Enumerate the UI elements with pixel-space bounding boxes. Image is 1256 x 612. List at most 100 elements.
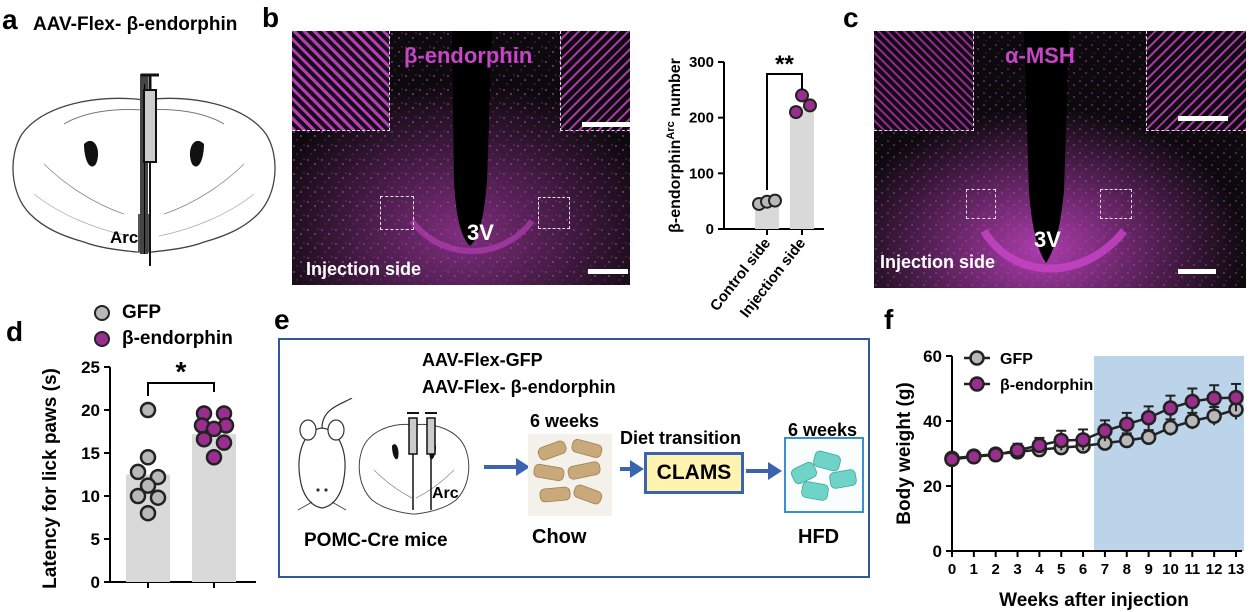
f-y-tick-label: 60 [923, 347, 942, 366]
f-data-point [1162, 400, 1179, 416]
e-clams-box: CLAMS [644, 452, 744, 494]
d-y-tick-label: 5 [91, 530, 100, 549]
d-data-point [129, 463, 147, 481]
b-data-point [789, 105, 803, 120]
b-scalebar [588, 269, 628, 274]
chow-pellets-image [528, 434, 612, 516]
e-weeks2-label: 6 weeks [788, 420, 858, 440]
b-data-point [795, 88, 809, 103]
e-vector-line2: AAV-Flex- β-endorphin [422, 377, 616, 397]
b-data-point [803, 98, 817, 113]
d-bar-chart: 0 5 10 15 20 25 * Latency for lick paws (s) [40, 356, 256, 592]
f-x-tick-label: 4 [1035, 561, 1044, 578]
f-legend-marker [969, 350, 985, 366]
f-x-tick-label: 3 [1013, 561, 1021, 578]
d-y-tick-label: 10 [81, 487, 100, 506]
f-x-tick-label: 1 [970, 561, 978, 578]
c-3v-label: 3V [1034, 227, 1061, 252]
b-y-tick-label: 200 [689, 110, 714, 127]
f-legend-marker [969, 376, 985, 392]
d-data-point [139, 504, 157, 522]
d-data-point [195, 430, 213, 448]
d-y-axis-label: Latency for lick paws (s) [40, 368, 61, 589]
panel-a-arc-label: Arc [110, 228, 139, 247]
d-data-point [139, 401, 157, 419]
d-data-point [149, 468, 167, 486]
f-shaded-region [1094, 356, 1244, 551]
e-mouse-label: POMC-Cre mice [304, 530, 448, 551]
b-y-tick-label: 0 [706, 221, 714, 238]
c-roi-right [1100, 189, 1132, 219]
panel-f-letter: f [884, 304, 894, 335]
f-x-tick-label: 6 [1079, 561, 1087, 578]
f-data-point [1075, 432, 1091, 448]
b-y-tick-label: 300 [689, 54, 714, 71]
d-data-point [149, 489, 167, 506]
f-data-point [1031, 437, 1048, 454]
f-y-axis-label: Body weight (g) [894, 382, 915, 524]
d-legend-item-bend: β-endorphin [94, 326, 233, 352]
f-data-point [1184, 393, 1201, 410]
e-weeks1-label: 6 weeks [530, 411, 600, 431]
c-stain-label: α-MSH [1005, 43, 1075, 68]
b-roi-left [380, 196, 414, 230]
f-data-point [1162, 419, 1179, 436]
d-legend-label-bend: β-endorphin [122, 328, 233, 349]
f-data-point [944, 451, 960, 468]
f-x-tick-label: 12 [1206, 561, 1223, 578]
f-data-point [1140, 410, 1157, 426]
b-y-tick-label: 100 [689, 165, 714, 182]
f-x-tick-label: 9 [1144, 561, 1152, 578]
f-legend-label: GFP [1000, 351, 1033, 368]
e-arc-label: Arc [432, 485, 459, 502]
f-data-point [1119, 432, 1135, 449]
c-inset-left [874, 31, 974, 131]
f-data-point [1140, 429, 1157, 445]
c-inset-scalebar [1178, 116, 1228, 121]
e-arrow-1 [484, 458, 530, 476]
panel-a-title: AAV-Flex- β-endorphin [33, 14, 238, 35]
d-y-tick-label: 20 [81, 401, 100, 420]
f-data-point [1206, 390, 1222, 406]
d-data-point [129, 487, 147, 505]
d-significance-marker: * [176, 356, 187, 387]
c-roi-left [966, 189, 996, 219]
panel-c-letter: c [843, 2, 859, 33]
b-micrograph [292, 31, 630, 285]
e-syringes-icon [407, 412, 437, 510]
e-arrow-2 [620, 460, 644, 478]
d-data-point [215, 434, 233, 451]
f-x-tick-label: 10 [1162, 561, 1179, 578]
b-stain-label: β-endorphin [404, 43, 533, 68]
d-data-point [205, 420, 223, 438]
f-y-tick-label: 20 [923, 477, 942, 496]
f-legend-label: β-endorphin [1000, 377, 1093, 394]
e-diet-transition-label: Diet transition [620, 428, 742, 448]
c-inset-right [1146, 31, 1246, 131]
d-data-point [139, 449, 157, 466]
f-data-point [1206, 408, 1222, 424]
e-hfd-label: HFD [798, 526, 840, 548]
e-vector-line1: AAV-Flex-GFP [422, 350, 543, 370]
f-data-point [1097, 423, 1113, 439]
f-x-tick-label: 13 [1228, 561, 1245, 578]
b-inset-right [560, 31, 630, 131]
f-x-axis-label: Weeks after injection [999, 590, 1189, 611]
d-legend-item-gfp: GFP [94, 300, 233, 326]
c-scalebar [1178, 269, 1216, 274]
e-workflow-frame [278, 338, 870, 578]
f-data-point [1119, 416, 1135, 432]
c-micrograph [874, 31, 1246, 288]
b-side-label: Injection side [306, 259, 422, 279]
b-inset-left [292, 31, 390, 131]
d-y-tick-label: 15 [81, 444, 100, 463]
brain-section-diagram [12, 74, 276, 254]
f-y-tick-label: 0 [933, 542, 942, 561]
d-significance-bracket [147, 382, 215, 396]
d-legend-marker-gfp [94, 305, 110, 321]
d-legend: GFP β-endorphin [94, 300, 233, 352]
panel-e-letter: e [274, 304, 290, 335]
f-data-point [987, 447, 1004, 463]
